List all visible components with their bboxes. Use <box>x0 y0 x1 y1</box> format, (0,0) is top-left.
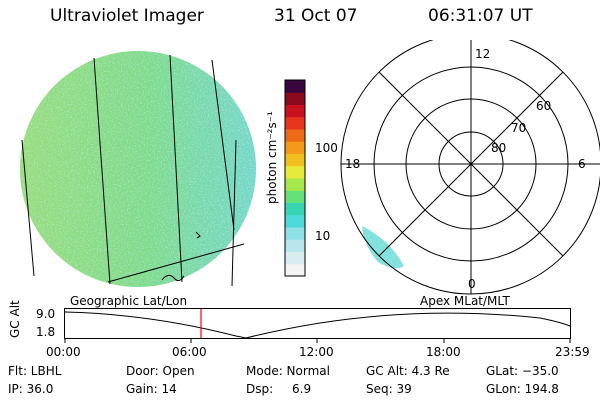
seq-info: Seq: 39 <box>366 382 412 396</box>
colorbar-band <box>285 165 305 179</box>
y-tick-9: 9.0 <box>36 307 56 321</box>
gain-info: Gain: 14 <box>126 382 177 396</box>
x-ticks <box>64 338 571 343</box>
polar-aurora <box>362 226 404 269</box>
colorbar-unit-label: photon cm⁻²s⁻¹ <box>265 111 279 204</box>
colorbar-band <box>285 239 305 252</box>
dsp-label: Dsp: <box>246 382 274 396</box>
mlt-label-0: 0 <box>468 277 476 291</box>
mode-info: Mode: Normal <box>246 364 330 378</box>
lat-lon-grid <box>21 54 245 287</box>
date-label: 31 Oct 07 <box>274 6 358 26</box>
mlat-label-60: 60 <box>536 99 552 113</box>
x-tick-1200: 12:00 <box>299 345 334 359</box>
colorbar-band <box>285 116 305 130</box>
x-tick-0000: 00:00 <box>46 345 81 359</box>
colorbar-band <box>285 178 305 191</box>
timeline-y-label: GC Alt <box>8 300 22 338</box>
colorbar <box>284 79 306 277</box>
colorbar-band <box>285 80 305 93</box>
altitude-curve <box>64 311 571 339</box>
colorbar-band <box>285 141 305 154</box>
colorbar-band <box>285 104 305 118</box>
colorbar-band <box>285 227 305 240</box>
colorbar-tick-10: 10 <box>315 229 331 243</box>
glon-info: GLon: 194.8 <box>486 382 559 396</box>
colorbar-band <box>285 92 305 105</box>
colorbar-tick-100: 100 <box>315 141 338 155</box>
polar-grid <box>340 40 600 295</box>
colorbar-band <box>285 263 305 277</box>
gc-alt-info: GC Alt: 4.3 Re <box>366 364 450 378</box>
colorbar-band <box>285 153 305 167</box>
app-title: Ultraviolet Imager <box>50 6 204 26</box>
x-tick-1800: 18:00 <box>426 345 461 359</box>
x-tick-0600: 06:00 <box>172 345 207 359</box>
colorbar-band <box>285 214 305 228</box>
mlat-label-80: 80 <box>491 141 507 155</box>
timeline-left-title: Geographic Lat/Lon <box>70 294 188 308</box>
colorbar-band <box>285 190 305 203</box>
polar-plot <box>340 40 600 295</box>
dsp-value: 6.9 <box>292 382 312 396</box>
colorbar-band <box>285 129 305 142</box>
y-tick-1-8: 1.8 <box>36 325 56 339</box>
glat-info: GLat: −35.0 <box>486 364 559 378</box>
timeline-right-title: Apex MLat/MLT <box>420 294 510 308</box>
earth-disk <box>20 51 256 287</box>
mlt-label-18: 18 <box>345 157 361 171</box>
ip-info: IP: 36.0 <box>8 382 54 396</box>
mlt-label-12: 12 <box>475 47 491 61</box>
timeline-plot <box>64 308 571 343</box>
time-label: 06:31:07 UT <box>428 6 533 26</box>
door-info: Door: Open <box>126 364 195 378</box>
filter-info: Flt: LBHL <box>8 364 62 378</box>
x-tick-2359: 23:59 <box>555 345 590 359</box>
colorbar-band <box>285 251 305 265</box>
colorbar-band <box>285 202 305 216</box>
mlt-label-6: 6 <box>578 157 586 171</box>
mlat-label-70: 70 <box>511 121 527 135</box>
